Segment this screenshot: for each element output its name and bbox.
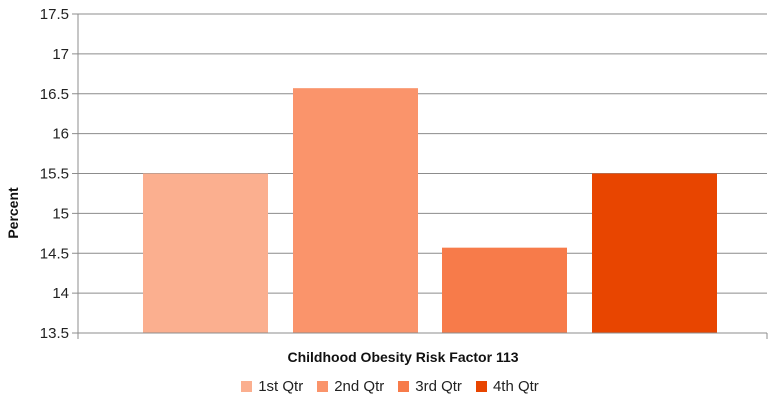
y-axis-ticks: 17.5 17 16.5 16 15.5 15 14.5 14 13.5	[40, 6, 69, 342]
legend-swatch	[241, 381, 253, 392]
legend-label: 1st Qtr	[258, 378, 304, 395]
legend-label: 2nd Qtr	[334, 378, 385, 395]
legend-label: 4th Qtr	[492, 378, 539, 395]
y-tick-label: 13.5	[40, 325, 69, 342]
legend-item: 4th Qtr	[475, 378, 539, 395]
bar-1st-qtr	[143, 173, 268, 333]
bar-2nd-qtr	[293, 88, 418, 333]
y-tick-label: 14.5	[40, 245, 69, 262]
legend-swatch	[398, 381, 410, 392]
y-tick-label: 15.5	[40, 166, 69, 183]
y-tick-label: 16.5	[40, 86, 69, 103]
bars	[143, 88, 717, 333]
axes	[77, 14, 768, 339]
y-tick-label: 14	[52, 285, 69, 302]
legend-label: 3rd Qtr	[415, 378, 462, 395]
y-tick-label: 15	[52, 205, 69, 222]
y-axis-title: Percent	[5, 187, 21, 239]
y-tick-label: 16	[52, 126, 69, 143]
y-tick-label: 17	[52, 46, 69, 63]
bar-3rd-qtr	[442, 247, 567, 333]
legend-swatch	[475, 381, 487, 392]
legend-item: 3rd Qtr	[398, 378, 462, 395]
y-tick-label: 17.5	[40, 6, 69, 23]
bar-4th-qtr	[592, 173, 717, 333]
legend: 1st Qtr 2nd Qtr 3rd Qtr 4th Qtr	[0, 378, 780, 395]
legend-item: 2nd Qtr	[317, 378, 384, 395]
legend-item: 1st Qtr	[241, 378, 303, 395]
x-axis-title: Childhood Obesity Risk Factor 113	[287, 349, 518, 365]
legend-swatch	[317, 381, 329, 392]
